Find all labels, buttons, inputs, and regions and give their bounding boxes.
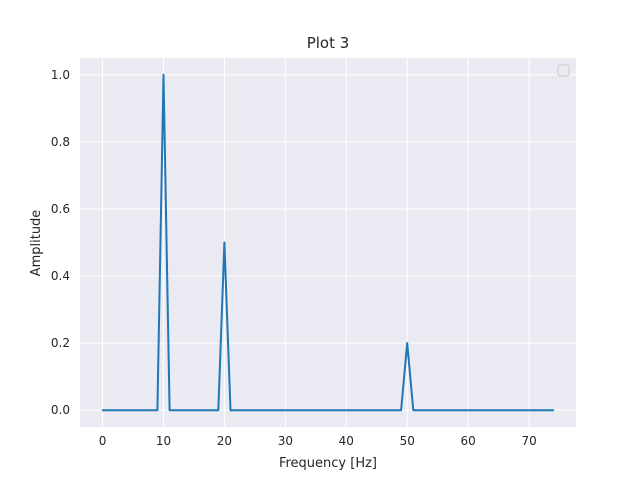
data-point xyxy=(406,342,409,344)
data-point xyxy=(162,73,165,76)
data-point xyxy=(156,409,159,412)
y-axis-label: Amplitude xyxy=(29,210,44,277)
x-tick-label: 30 xyxy=(278,434,293,448)
y-tick-label: 0.2 xyxy=(51,336,70,350)
y-tick-label: 1.0 xyxy=(51,68,70,82)
x-tick-label: 60 xyxy=(461,434,476,448)
data-point xyxy=(412,409,415,412)
legend-box xyxy=(557,64,570,77)
data-point xyxy=(217,409,220,412)
tick-labels: 0 10 20 30 40 50 60 70 0.0 0.2 0.4 0.6 0.8 1.0 xyxy=(51,68,537,448)
y-tick-label: 0.6 xyxy=(51,202,70,216)
data-point xyxy=(552,409,555,412)
x-tick-label: 20 xyxy=(217,434,232,448)
x-tick-label: 70 xyxy=(521,434,536,448)
data-point xyxy=(400,409,402,412)
data-point xyxy=(168,409,171,412)
x-axis-label: Frequency [Hz] xyxy=(279,456,377,471)
x-tick-label: 40 xyxy=(339,434,354,448)
y-tick-label: 0.4 xyxy=(51,269,70,283)
y-tick-label: 0.0 xyxy=(51,403,70,417)
series-layer xyxy=(101,73,555,412)
data-point xyxy=(229,409,232,412)
x-tick-label: 0 xyxy=(99,434,107,448)
chart-title: Plot 3 xyxy=(307,34,350,52)
plot-area xyxy=(80,58,576,427)
data-point xyxy=(101,409,104,412)
x-tick-label: 10 xyxy=(156,434,171,448)
y-tick-label: 0.8 xyxy=(51,135,70,149)
grid-lines xyxy=(80,58,576,427)
x-tick-label: 50 xyxy=(400,434,415,448)
data-point xyxy=(223,241,226,244)
